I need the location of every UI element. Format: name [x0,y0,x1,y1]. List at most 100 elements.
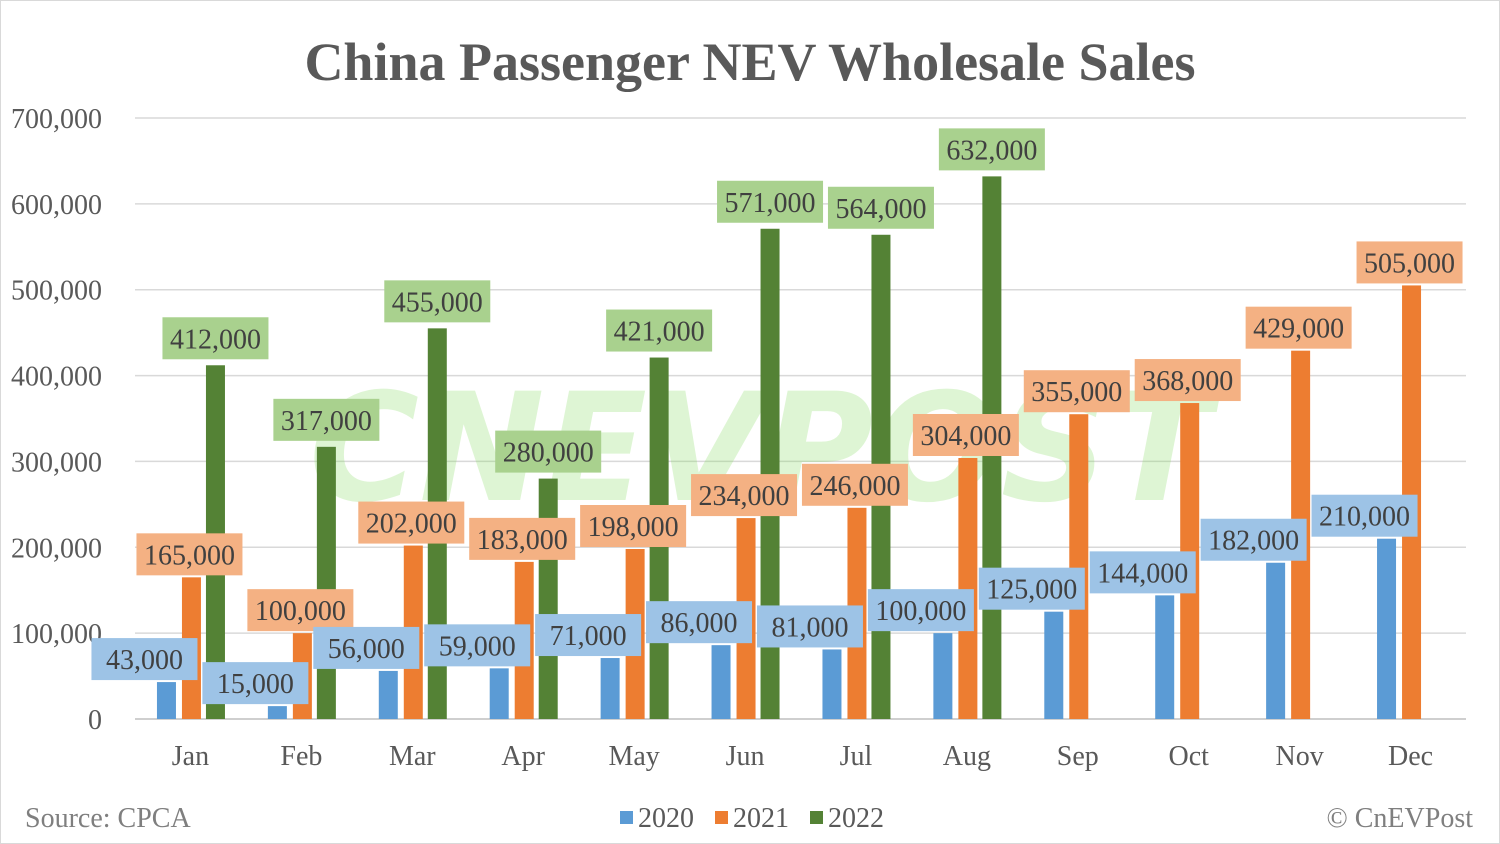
data-label-bg [580,505,687,548]
bar-2021-sep [1069,414,1089,719]
data-label-bg [1200,518,1307,561]
data-label-bg [313,626,420,669]
data-label-bg [978,567,1085,610]
data-label: 632,000 [946,135,1037,166]
x-tick-label: May [608,741,659,772]
x-tick-label: Jul [840,741,873,772]
data-label-bg [756,605,863,648]
data-label: 355,000 [1031,377,1122,408]
data-label-bg [247,589,354,632]
bar-2020-oct [1155,595,1175,719]
bar-2020-sep [1044,611,1064,719]
x-tick-label: Dec [1388,741,1433,772]
data-label-bg [358,501,465,544]
data-label: 100,000 [875,596,966,627]
bar-2022-jun [760,228,780,719]
y-tick-label: 300,000 [11,447,102,478]
data-label-bg [1134,359,1241,402]
data-label-bg [202,662,309,705]
data-label: 56,000 [328,634,405,665]
data-label: 15,000 [217,669,294,700]
bar-2020-dec [1377,538,1397,719]
x-tick-label: Apr [501,741,545,772]
y-tick-label: 600,000 [11,190,102,221]
y-tick-label: 200,000 [11,533,102,564]
data-label: 412,000 [170,324,261,355]
data-label-bg [1311,494,1418,537]
bar-2020-aug [933,633,953,719]
data-label: 368,000 [1142,366,1233,397]
data-label: 144,000 [1097,558,1188,589]
x-tick-label: Mar [389,741,436,772]
data-label: 183,000 [477,525,568,556]
legend-swatch-2021 [715,811,728,824]
data-label: 81,000 [771,612,848,643]
x-tick-label: Sep [1057,741,1099,772]
data-label: 59,000 [439,631,516,662]
data-label: 304,000 [920,421,1011,452]
data-label: 43,000 [106,645,183,676]
data-label-bg [606,309,713,352]
data-label-bg [691,474,798,517]
legend-label: 2022 [828,803,884,834]
data-label: 71,000 [550,621,627,652]
data-label-bg [912,413,1019,456]
data-label: 421,000 [614,317,705,348]
y-tick-label: 400,000 [11,362,102,393]
x-tick-label: Feb [280,741,322,772]
x-tick-label: Nov [1276,741,1324,772]
data-label: 198,000 [588,512,679,543]
data-label: 571,000 [725,188,816,219]
data-label: 202,000 [366,509,457,540]
data-label-bg [801,463,908,506]
data-label: 505,000 [1364,248,1455,279]
data-label: 455,000 [392,287,483,318]
bar-2022-apr [538,478,558,719]
x-tick-label: Jan [172,741,209,772]
y-tick-label: 700,000 [11,104,102,135]
bar-2020-apr [489,668,509,719]
data-label-bg [91,638,198,681]
data-label: 182,000 [1208,526,1299,557]
bar-2020-jun [711,645,731,719]
data-label: 280,000 [503,438,594,469]
bar-2020-may [600,658,620,719]
data-label-bg [938,128,1045,171]
data-label-bg [646,601,753,644]
chart-title: China Passenger NEV Wholesale Sales [304,32,1195,92]
y-tick-label: 500,000 [11,276,102,307]
bar-2020-feb [267,706,287,719]
data-label: 100,000 [255,596,346,627]
data-label: 86,000 [661,608,738,639]
data-label-bg [136,533,243,576]
legend-label: 2020 [638,803,694,834]
data-label: 210,000 [1319,502,1410,533]
x-tick-label: Jun [726,741,765,772]
bar-2020-nov [1266,562,1286,719]
x-tick-label: Oct [1168,741,1209,772]
data-label-bg [1245,306,1352,349]
bar-2020-jul [822,649,842,719]
data-label-bg [867,589,974,632]
bar-2021-aug [958,457,978,719]
data-label-bg [827,186,934,229]
data-label: 429,000 [1253,314,1344,345]
legend-swatch-2020 [620,811,633,824]
x-tick-label: Aug [943,741,991,772]
y-tick-label: 0 [88,705,102,736]
data-label-bg [535,614,642,657]
data-label-bg [717,180,824,223]
bar-2020-mar [378,670,398,719]
data-label-bg [273,398,380,441]
data-label-bg [1023,370,1130,413]
data-label-bg [424,624,531,667]
bar-2020-jan [156,682,176,719]
data-label: 246,000 [809,471,900,502]
bar-2022-feb [316,446,336,719]
data-label: 317,000 [281,406,372,437]
data-label-bg [495,430,602,473]
data-label: 234,000 [699,481,790,512]
data-label-bg [1356,241,1463,284]
